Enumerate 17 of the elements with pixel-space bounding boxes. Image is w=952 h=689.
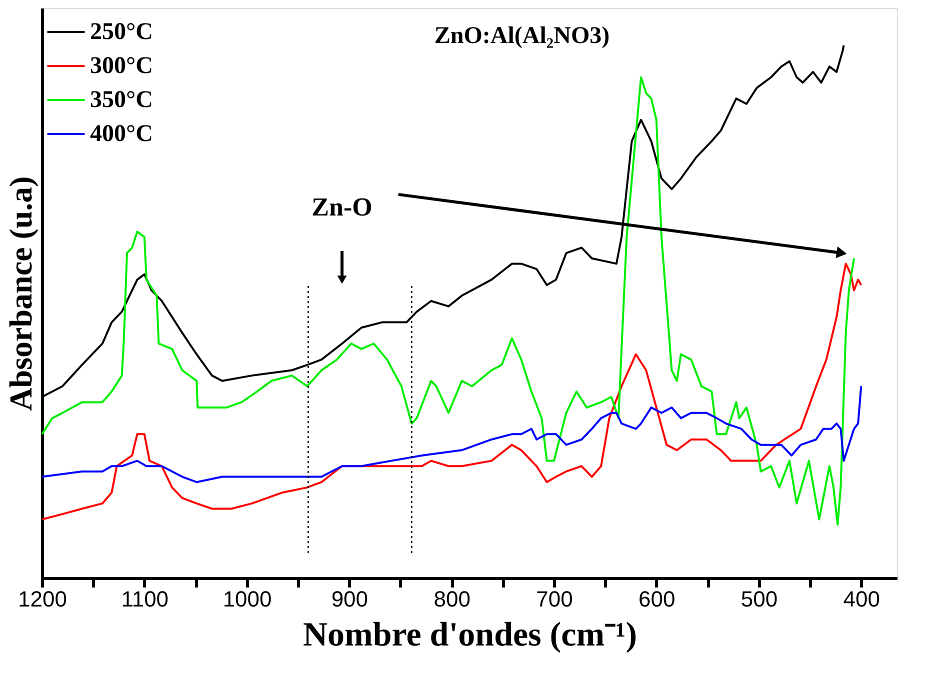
x-tick-label: 1200 — [18, 586, 67, 612]
x-tick-label: 1000 — [222, 586, 272, 612]
x-tick-label: 700 — [536, 586, 573, 612]
x-tick-label: 900 — [331, 586, 368, 612]
x-tick-label: 800 — [434, 586, 470, 612]
legend-label: 400°C — [90, 121, 153, 147]
chart-title: ZnO:Al(Al₂NO3) — [434, 23, 610, 49]
annotation: Zn-O — [312, 192, 372, 222]
y-axis-title: Absorbance (u.a) — [2, 176, 38, 411]
legend-label: 350°C — [90, 87, 153, 113]
x-axis-title: Nombre d'ondes (cm⁻¹) — [302, 616, 638, 654]
legend-label: 250°C — [90, 19, 153, 45]
legend-label: 300°C — [90, 53, 153, 79]
x-tick-label: 1100 — [121, 586, 169, 612]
x-tick-label: 600 — [638, 586, 676, 612]
x-tick-label: 400 — [843, 586, 880, 612]
x-tick-label: 500 — [740, 586, 778, 612]
